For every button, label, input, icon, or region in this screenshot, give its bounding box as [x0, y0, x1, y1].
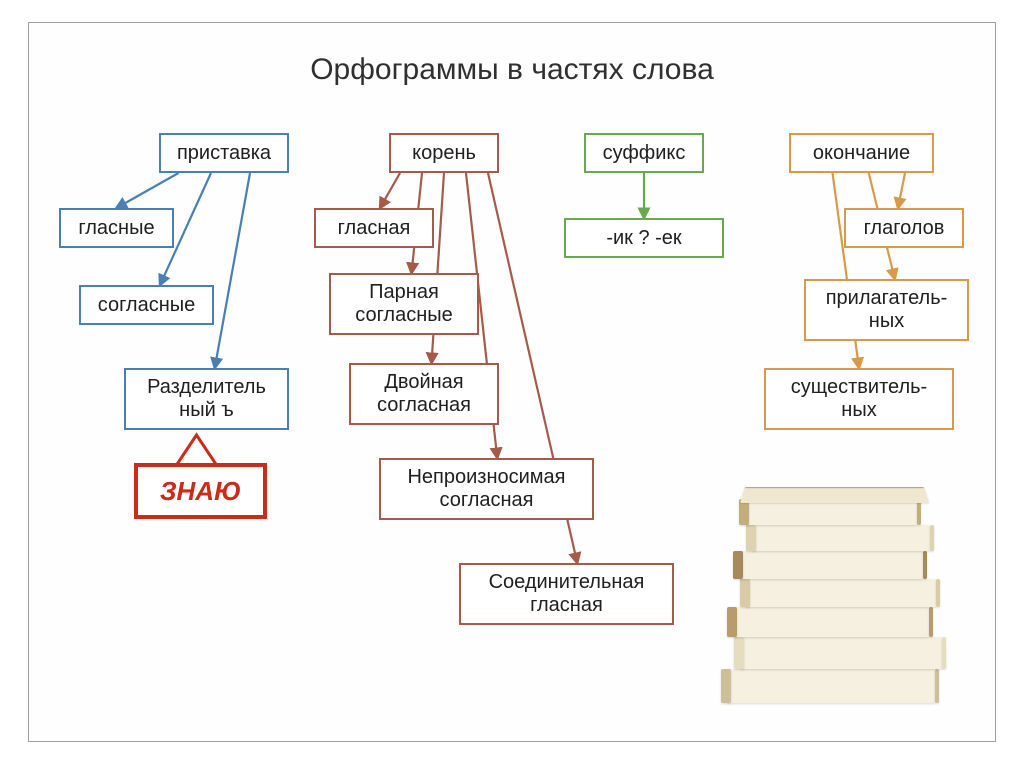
node-prilagat: прилагатель-ных — [804, 279, 969, 341]
node-soedinit: Соединительнаягласная — [459, 563, 674, 625]
node-okonchanie: окончание — [789, 133, 934, 173]
node-ik_ek: -ик ? -ек — [564, 218, 724, 258]
node-glagolov: глаголов — [844, 208, 964, 248]
node-dvoynaya: Двойнаясогласная — [349, 363, 499, 425]
node-soglasnye: согласные — [79, 285, 214, 325]
node-suffix: суффикс — [584, 133, 704, 173]
slide-title: Орфограммы в частях слова — [29, 53, 995, 87]
know-label: ЗНАЮ — [160, 476, 241, 507]
node-pristavka: приставка — [159, 133, 289, 173]
slide-frame: Орфограммы в частях слова приставка гласн… — [28, 22, 996, 742]
know-box: ЗНАЮ — [134, 463, 267, 519]
node-glasnye: гласные — [59, 208, 174, 248]
node-parnaya: Парнаясогласные — [329, 273, 479, 335]
node-glasnaya: гласная — [314, 208, 434, 248]
node-razdelit: Разделительный ъ — [124, 368, 289, 430]
node-sushchestv: существитель-ных — [764, 368, 954, 430]
node-koren: корень — [389, 133, 499, 173]
books-stack — [719, 453, 949, 703]
node-neproiznos: Непроизносимаясогласная — [379, 458, 594, 520]
